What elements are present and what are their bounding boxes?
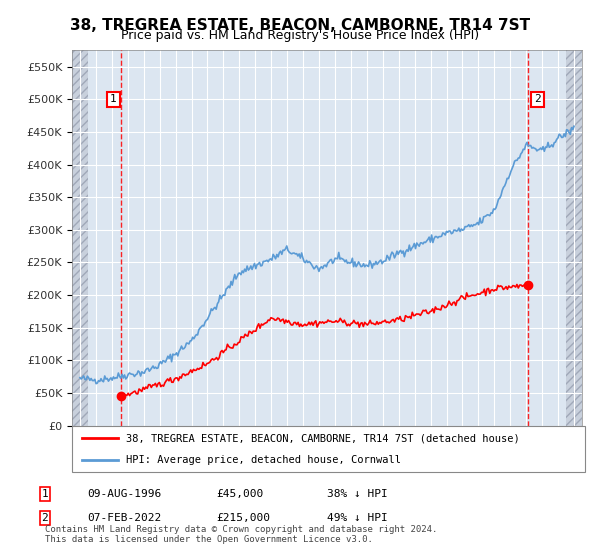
Text: 1: 1 xyxy=(41,489,49,499)
Text: Price paid vs. HM Land Registry's House Price Index (HPI): Price paid vs. HM Land Registry's House … xyxy=(121,29,479,42)
Text: £45,000: £45,000 xyxy=(216,489,263,499)
Text: £215,000: £215,000 xyxy=(216,513,270,523)
Text: 07-FEB-2022: 07-FEB-2022 xyxy=(87,513,161,523)
Text: 38, TREGREA ESTATE, BEACON, CAMBORNE, TR14 7ST: 38, TREGREA ESTATE, BEACON, CAMBORNE, TR… xyxy=(70,18,530,33)
Text: 38, TREGREA ESTATE, BEACON, CAMBORNE, TR14 7ST (detached house): 38, TREGREA ESTATE, BEACON, CAMBORNE, TR… xyxy=(126,433,520,444)
Text: 2: 2 xyxy=(41,513,49,523)
Text: Contains HM Land Registry data © Crown copyright and database right 2024.
This d: Contains HM Land Registry data © Crown c… xyxy=(45,525,437,544)
FancyBboxPatch shape xyxy=(72,426,585,472)
Text: 1: 1 xyxy=(110,94,117,104)
Text: 09-AUG-1996: 09-AUG-1996 xyxy=(87,489,161,499)
Text: HPI: Average price, detached house, Cornwall: HPI: Average price, detached house, Corn… xyxy=(126,455,401,465)
Text: 49% ↓ HPI: 49% ↓ HPI xyxy=(327,513,388,523)
Text: 38% ↓ HPI: 38% ↓ HPI xyxy=(327,489,388,499)
Text: 2: 2 xyxy=(534,94,541,104)
